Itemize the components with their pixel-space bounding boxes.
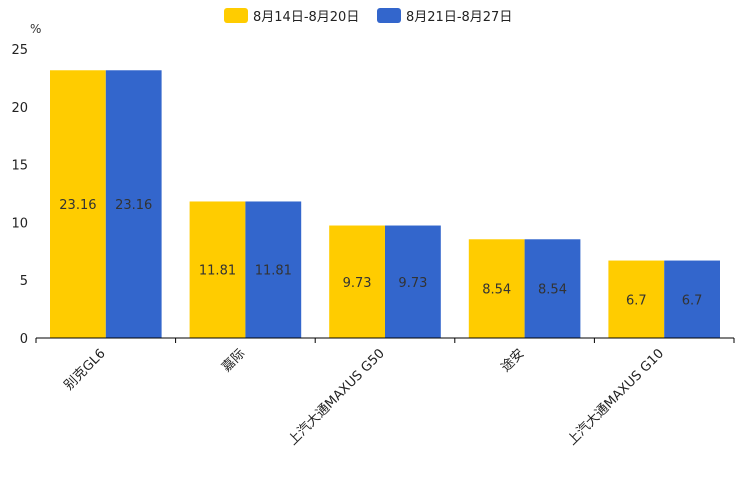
bar [329,225,385,338]
data-label: 8.54 [482,283,511,298]
x-tick-label: 嘉际 [219,346,248,375]
bar [245,201,302,338]
y-tick-label: 10 [11,216,28,231]
bar [608,260,665,338]
data-label: 11.81 [255,264,292,279]
y-tick-label: 25 [11,43,28,58]
bar [468,239,525,338]
data-label: 9.73 [343,276,372,291]
legend-swatch [224,8,248,23]
bar [189,201,246,338]
y-axis: 0 5 10 15 20 25 [11,43,28,347]
bar [50,70,106,339]
y-axis-unit-label: % [30,22,41,36]
bar [105,70,162,339]
data-label: 11.81 [199,264,236,279]
y-tick-label: 20 [11,101,28,116]
x-tick-label: 别克GL6 [62,346,109,393]
bar [524,239,581,338]
legend-label[interactable]: 8月14日-8月20日 [253,10,359,25]
data-label: 6.7 [626,293,647,308]
data-label: 8.54 [538,283,567,298]
bar [664,260,720,338]
data-label: 9.73 [398,276,427,291]
y-tick-label: 15 [11,159,28,174]
legend-label[interactable]: 8月21日-8月27日 [406,10,512,25]
x-tick-label: 上汽大通MAXUS G10 [565,346,667,448]
data-label: 6.7 [682,293,703,308]
legend-swatch [377,8,401,23]
bar [385,225,441,338]
x-tick-label: 途安 [498,346,528,376]
x-axis: 别克GL6 嘉际 上汽大通MAXUS G50 途安 上汽大通MAXUS G10 [35,337,735,448]
x-tick-label: 上汽大通MAXUS G50 [286,346,388,448]
data-label: 23.16 [115,198,152,213]
bars: 23.16 23.16 11.81 11.81 9.73 9.73 8.54 8.54 6.7 6… [50,70,720,339]
data-label: 23.16 [59,198,96,213]
legend: 8月14日-8月20日 8月21日-8月27日 [224,8,512,25]
y-tick-label: 5 [20,274,28,289]
y-tick-label: 0 [20,332,28,347]
